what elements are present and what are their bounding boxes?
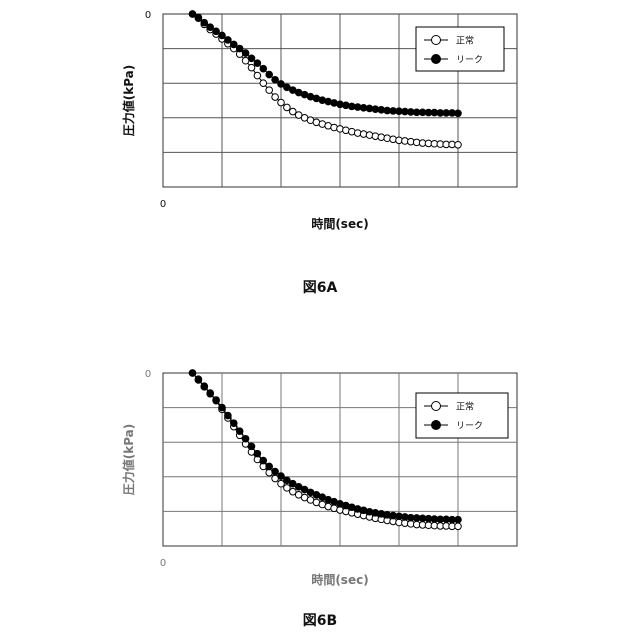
- x-axis-label: 時間(sec): [311, 572, 368, 587]
- leak-series-point: [201, 383, 208, 390]
- legend-label: 正常: [456, 401, 474, 413]
- leak-series-point: [248, 55, 255, 62]
- y-axis-label: 圧力値(kPa): [121, 65, 136, 137]
- normal-series-point: [284, 485, 291, 492]
- leak-series-point: [254, 450, 261, 457]
- leak-series-point: [278, 473, 285, 480]
- leak-series-point: [189, 370, 196, 377]
- chart-6a: 0 0 時間(sec) 圧力値(kPa) 正常リーク: [0, 0, 640, 280]
- leak-series-point: [195, 14, 202, 21]
- normal-series-point: [284, 104, 291, 111]
- legend-label: 正常: [456, 35, 474, 47]
- leak-series-point: [195, 376, 202, 383]
- leak-series-point: [254, 60, 261, 67]
- legend-marker: [432, 55, 441, 64]
- x-tick-label: 0: [160, 558, 166, 569]
- normal-series-point: [278, 99, 285, 106]
- normal-series-point: [260, 80, 267, 87]
- leak-series-point: [236, 45, 243, 52]
- legend-label: リーク: [456, 55, 483, 66]
- chart-6b: 0 0 時間(sec) 圧力値(kPa) 正常リーク: [0, 320, 640, 610]
- leak-series-point: [455, 110, 462, 117]
- normal-series-point: [272, 94, 279, 101]
- leak-series-point: [260, 65, 267, 72]
- figure-label: 図6A: [0, 277, 640, 297]
- leak-series-point: [248, 443, 255, 450]
- figure-6a: 0 0 時間(sec) 圧力値(kPa) 正常リーク 図6A: [0, 0, 640, 320]
- leak-series-point: [266, 71, 273, 78]
- leak-series-point: [242, 435, 249, 442]
- normal-series-point: [455, 141, 462, 148]
- leak-series-point: [219, 404, 226, 411]
- leak-series-point: [272, 76, 279, 83]
- y-axis-label: 圧力値(kPa): [121, 424, 136, 496]
- leak-series-point: [225, 412, 232, 419]
- normal-series-point: [248, 64, 255, 71]
- leak-series-point: [201, 19, 208, 26]
- x-axis-label: 時間(sec): [311, 216, 368, 231]
- normal-series-point: [266, 87, 273, 94]
- normal-series-point: [455, 523, 462, 530]
- legend-marker: [432, 421, 441, 430]
- leak-series-point: [225, 37, 232, 44]
- leak-series-point: [213, 397, 220, 404]
- leak-series-point: [272, 468, 279, 475]
- y-tick-label: 0: [145, 369, 151, 380]
- figure-label: 図6B: [0, 610, 640, 630]
- x-tick-label: 0: [160, 199, 166, 210]
- legend-marker: [432, 402, 441, 411]
- legend-label: リーク: [456, 421, 483, 432]
- leak-series-point: [242, 50, 249, 57]
- leak-series-point: [260, 457, 267, 464]
- leak-series-point: [231, 420, 238, 427]
- leak-series-point: [455, 516, 462, 523]
- leak-series-point: [236, 428, 243, 435]
- leak-series-point: [207, 390, 214, 397]
- figure-6b: 0 0 時間(sec) 圧力値(kPa) 正常リーク 図6B: [0, 320, 640, 640]
- leak-series-point: [266, 463, 273, 470]
- normal-series-point: [254, 72, 261, 79]
- leak-series-point: [213, 28, 220, 35]
- legend-marker: [432, 36, 441, 45]
- y-tick-label: 0: [145, 10, 151, 21]
- leak-series-point: [219, 32, 226, 39]
- leak-series-point: [231, 41, 238, 48]
- leak-series-point: [207, 24, 214, 31]
